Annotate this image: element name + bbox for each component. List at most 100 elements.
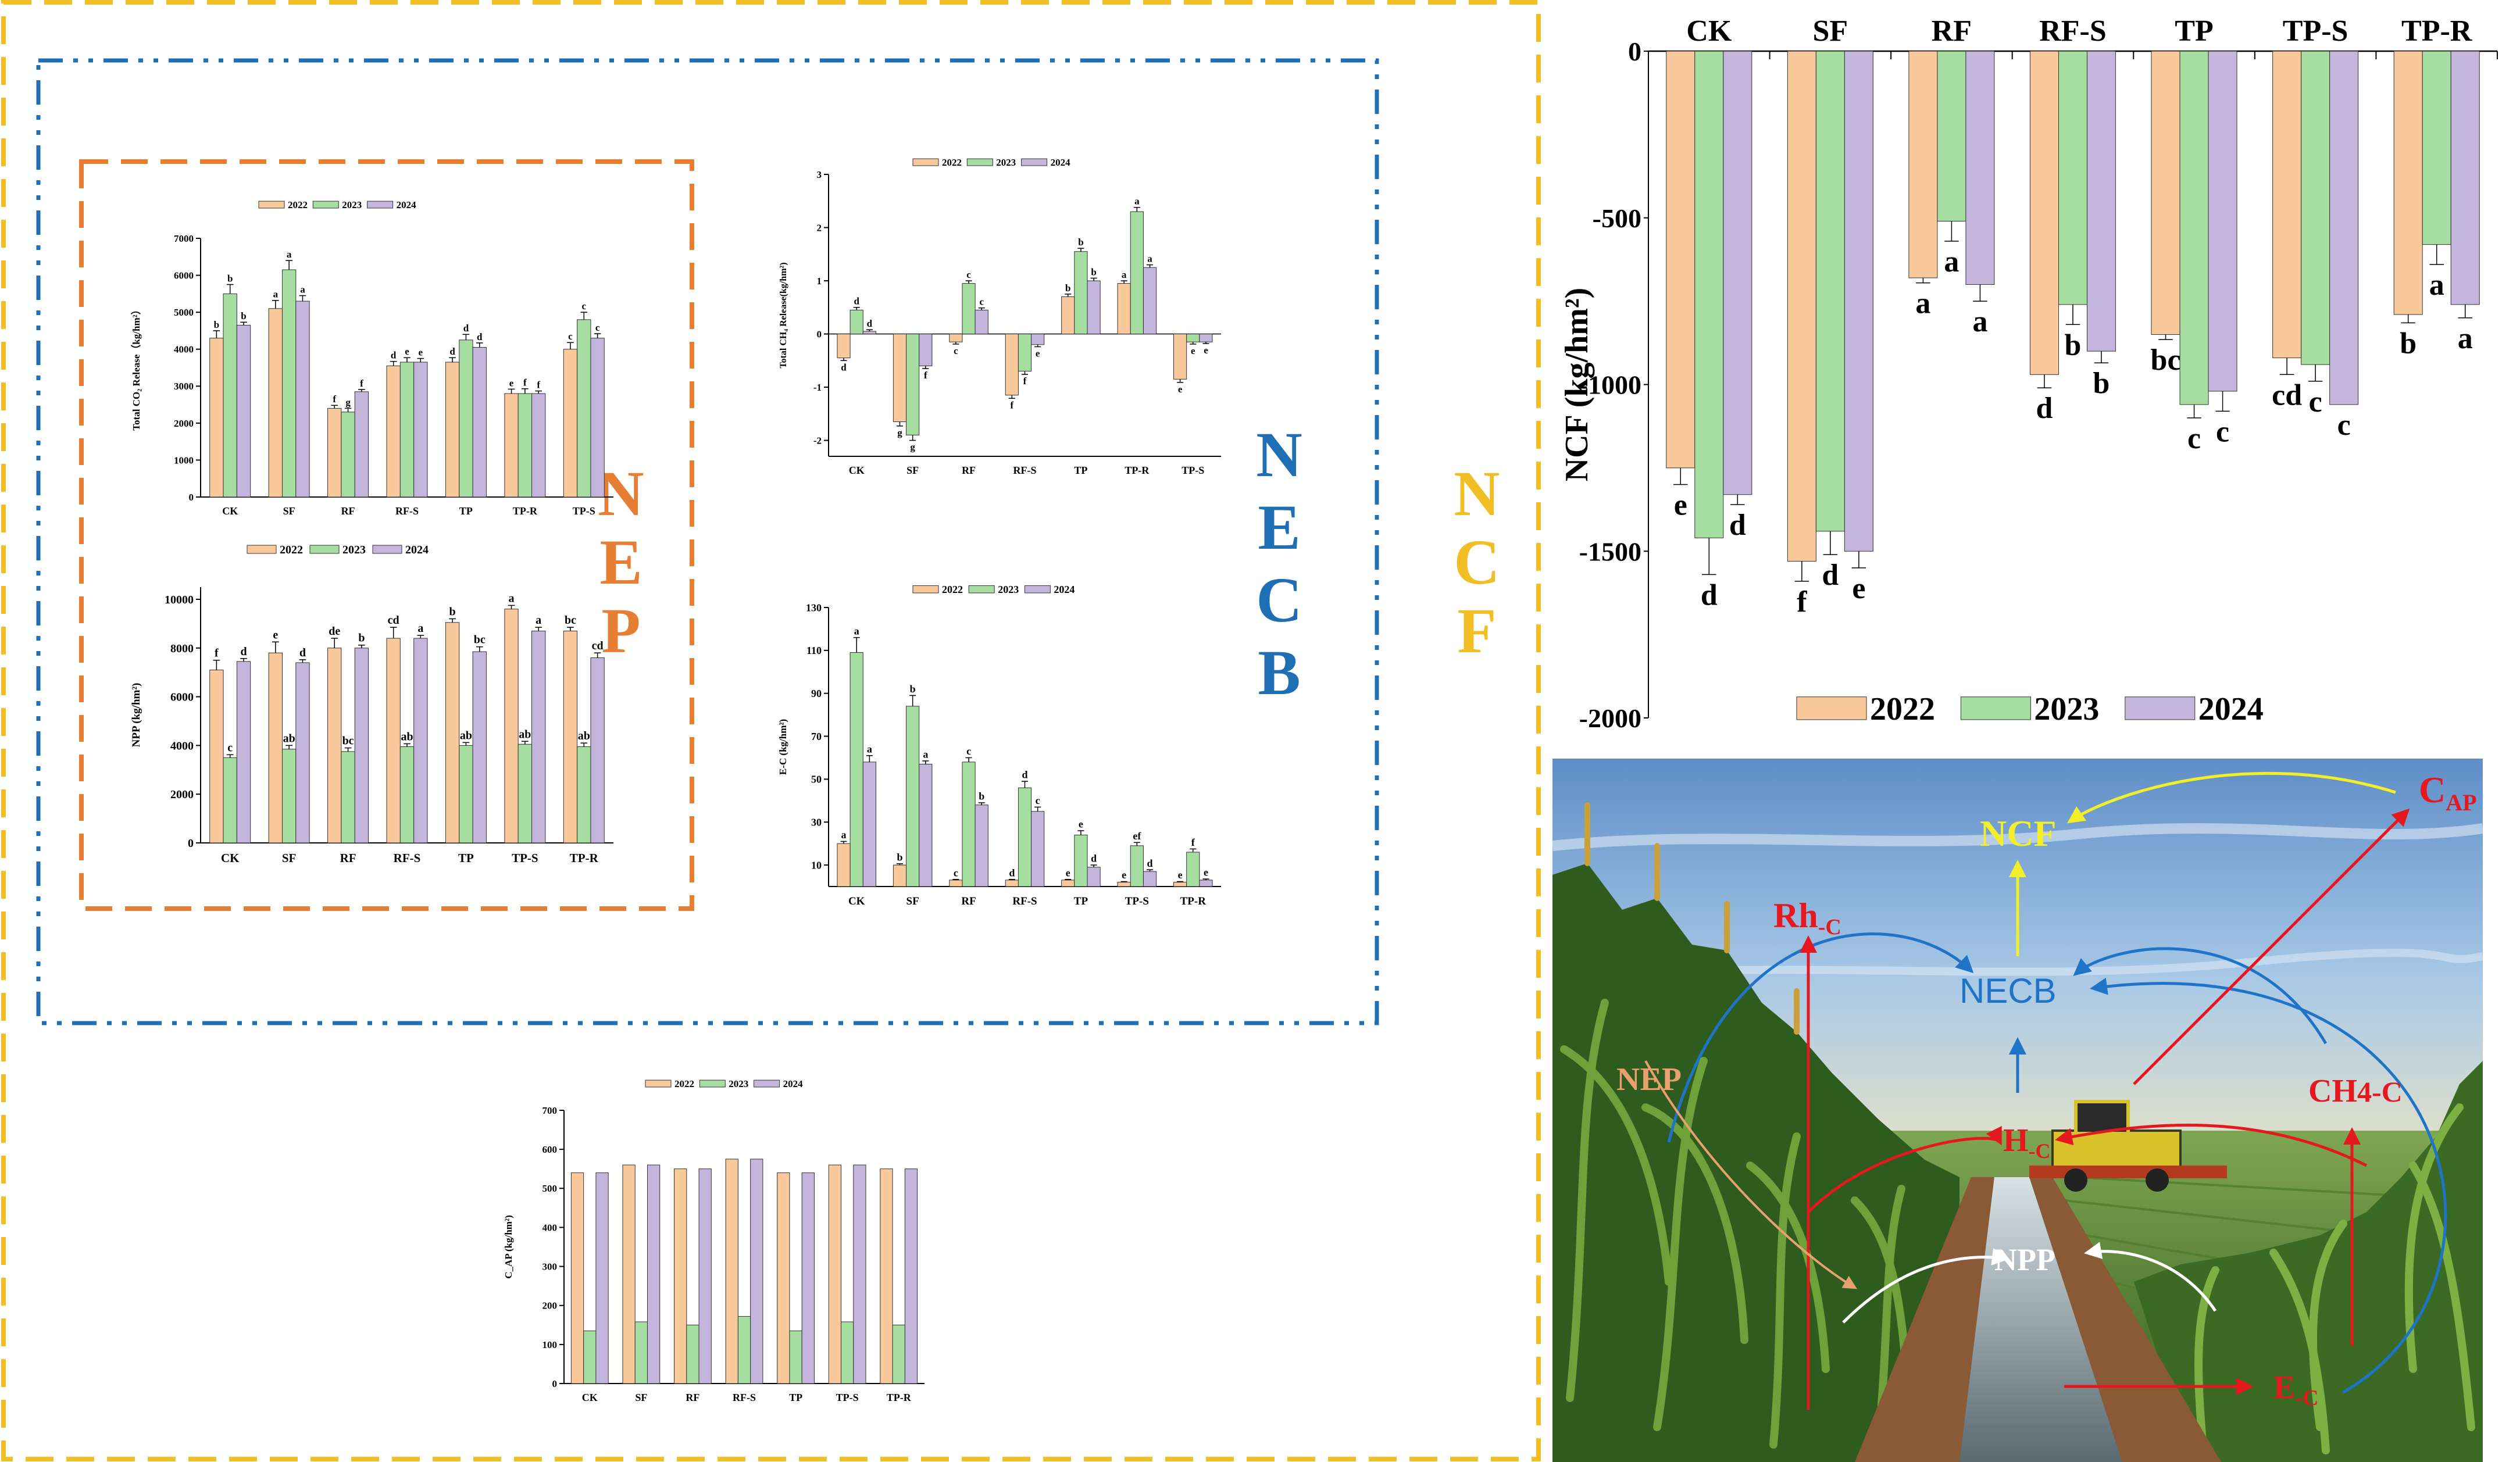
x-tick-label: TP-R — [513, 505, 538, 517]
nep-letter-3: P — [601, 595, 641, 666]
bar-2023-TP-S — [517, 743, 533, 843]
significance-letter: b — [979, 791, 984, 802]
legend-label: 2022 — [288, 199, 308, 210]
legend-swatch — [1021, 158, 1048, 166]
bar-2022-RF-S — [1005, 880, 1019, 887]
significance-letter: b — [910, 683, 916, 695]
nep-frame — [79, 159, 694, 911]
y-tick-label: 4000 — [174, 344, 194, 355]
arrow-ec-to-necb — [2090, 977, 2447, 1394]
significance-letter: bc — [474, 634, 486, 646]
bar-2024-TP-S — [531, 630, 546, 843]
bar-2024-TP — [1087, 280, 1101, 335]
bar-2022-TP-S — [563, 349, 578, 498]
y-tick-label: 110 — [806, 645, 822, 656]
significance-letter: g — [910, 442, 915, 453]
significance-letter: b — [227, 273, 233, 284]
significance-letter: f — [1023, 376, 1027, 387]
bar-2024-RF — [698, 1168, 712, 1384]
bar-2022-CK — [570, 1172, 584, 1384]
significance-letter: a — [273, 289, 279, 300]
bar-2022-RF — [1908, 51, 1938, 278]
significance-letter: e — [1036, 348, 1040, 359]
bar-2024-CK — [595, 1172, 609, 1384]
bar-2023-TP-R — [1186, 852, 1200, 887]
significance-letter: d — [1091, 853, 1097, 864]
significance-letter: e — [1852, 572, 1865, 605]
bar-2022-TP-S — [1173, 334, 1187, 380]
bar-2022-SF — [893, 334, 907, 423]
bar-2023-TP — [1074, 834, 1088, 887]
bar-2023-TP-S — [577, 319, 591, 498]
x-tick-label: TP-S — [836, 1392, 859, 1403]
significance-letter: a — [300, 284, 305, 295]
arrow-right-to-npp — [2084, 1242, 2217, 1312]
y-tick-label: 10000 — [165, 594, 194, 606]
significance-letter: ab — [460, 729, 472, 742]
bar-2022-RF-S — [386, 638, 401, 843]
significance-letter: d — [1701, 578, 1718, 612]
significance-letter: b — [897, 851, 902, 863]
significance-letter: a — [417, 622, 423, 635]
y-tick-label: 4000 — [170, 739, 194, 752]
x-tick-label: TP — [2175, 15, 2213, 48]
necb-frame-label: N E C B — [1256, 419, 1302, 709]
bar-2024-RF — [354, 391, 369, 498]
legend-swatch — [699, 1079, 726, 1088]
significance-letter: d — [477, 331, 483, 342]
necb-node-label: NECB — [1959, 971, 2057, 1010]
bar-2023-TP-R — [1130, 211, 1144, 335]
significance-letter: a — [854, 625, 859, 637]
nep-letter-2: E — [599, 527, 643, 598]
bar-2024-TP — [472, 347, 487, 498]
significance-letter: b — [2065, 328, 2082, 362]
legend-label: 2024 — [405, 544, 429, 556]
bar-2023-SF — [906, 334, 920, 435]
ncf-letter-1: N — [1454, 458, 1500, 529]
significance-letter: e — [1191, 345, 1195, 356]
bar-2023-SF — [1815, 51, 1845, 532]
y-tick-label: 3000 — [174, 381, 194, 392]
x-tick-label: TP — [459, 505, 473, 517]
significance-letter: f — [1010, 399, 1013, 410]
ec-main: E — [2273, 1370, 2295, 1406]
significance-letter: d — [841, 362, 847, 373]
x-tick-label: RF-S — [733, 1392, 756, 1403]
bar-2024-TP — [801, 1172, 815, 1384]
y-tick-label: 200 — [542, 1300, 558, 1311]
y-axis-label: NPP (kg/hm²) — [130, 683, 142, 748]
flux-arrows — [1644, 771, 2447, 1410]
bar-2023-RF-S — [399, 362, 415, 498]
nep-frame-label: N E P — [598, 459, 644, 665]
bar-2022-TP-R — [1173, 882, 1187, 887]
bar-2024-TP-S — [590, 338, 605, 498]
bar-2024-CK — [1723, 51, 1752, 495]
arrow-cap-to-ncf — [2067, 771, 2396, 824]
x-tick-label: TP-R — [2401, 15, 2473, 48]
bar-2023-RF — [686, 1324, 699, 1384]
bar-2022-TP — [1061, 296, 1075, 335]
y-tick-label: 300 — [542, 1261, 558, 1272]
bar-2024-RF-S — [413, 362, 428, 498]
bar-2023-SF — [906, 706, 920, 887]
bar-2022-TP — [445, 362, 460, 498]
arrow-nep-down — [1644, 1060, 1858, 1289]
right-corn-wall — [2134, 1061, 2483, 1462]
significance-letter: cd — [388, 614, 399, 627]
significance-letter: e — [1079, 818, 1083, 830]
significance-letter: d — [463, 323, 469, 334]
ncf-frame — [1, 0, 1541, 1461]
bar-2022-RF-S — [2029, 51, 2059, 375]
legend-swatch — [312, 201, 339, 209]
y-tick-label: 3 — [817, 169, 822, 180]
bar-2022-CK — [837, 334, 851, 359]
significance-letter: c — [227, 741, 233, 754]
ec-chart: 10 30 50 70 90 110 130 E-C (kg/hm²) a a a CK b b a SF c c… — [777, 584, 1221, 907]
ncf-letter-2: C — [1454, 527, 1500, 598]
significance-letter: e — [1178, 384, 1183, 395]
necb-letter-1: N — [1256, 419, 1302, 490]
bar-2024-TP-S — [1143, 871, 1157, 887]
ch4-main: CH — [2308, 1073, 2357, 1109]
